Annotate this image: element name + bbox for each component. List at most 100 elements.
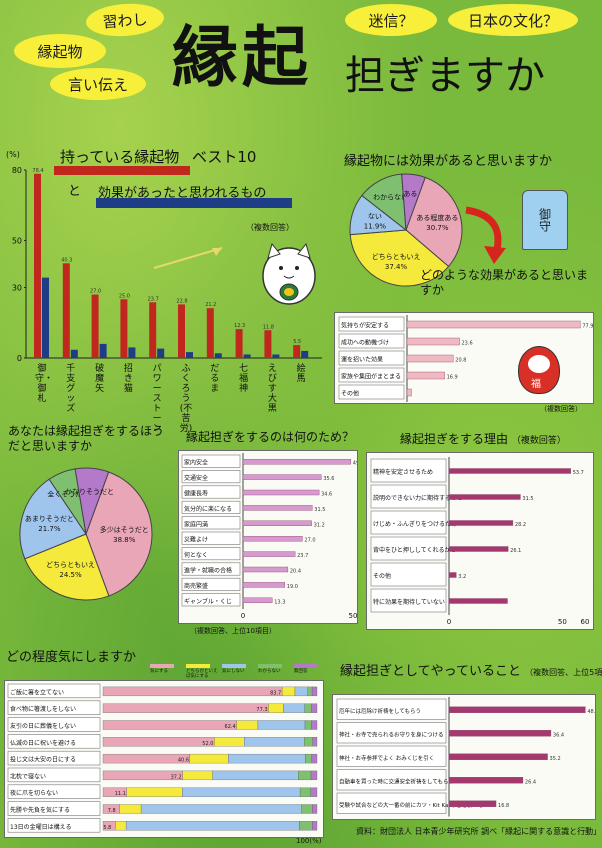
chart3-value-label: 23.6 — [462, 341, 473, 347]
daruma-label: 福 — [531, 379, 541, 390]
chart8-bar — [448, 800, 497, 807]
chart1-value-label: 23.7 — [148, 296, 159, 302]
chart1-subtitle: 効果があったと思われるもの — [98, 186, 267, 201]
chart5-value-label: 13.3 — [274, 599, 285, 605]
chart5-bar — [242, 505, 313, 511]
chart4-svg: 多少はそうだと 38.8% どちらともいえ 24.5% あまりそうだと 21.7% 全くそう… — [19, 467, 153, 601]
chart5-label-box — [181, 470, 241, 484]
chart5-label-box — [181, 593, 241, 607]
chart8-bar — [448, 706, 586, 713]
chart6-bar — [448, 598, 508, 604]
chart1-category-label: えびす大黒 — [267, 364, 277, 414]
chart3-note: （複数回答） — [540, 405, 582, 413]
source-footer: 資料：財団法人 日本青少年研究所 調べ「縁起に関する意識と行動」 — [356, 827, 602, 836]
chart5-bar — [242, 489, 320, 496]
chart5-category-label: ギャンブル・くじ — [184, 597, 232, 605]
chart7-segment — [257, 720, 306, 730]
chart7-legend-item: 気にしない — [222, 664, 257, 674]
chart5-label-box — [181, 562, 241, 576]
chart1-bar — [42, 277, 49, 358]
chart1-y-tick-label: 30 — [12, 284, 22, 293]
chart5-category-label: 家庭円満 — [184, 520, 208, 528]
chart7-value-label: 77.3 — [256, 707, 267, 713]
chart1-note: （複数回答） — [246, 223, 294, 232]
chart1-bar — [128, 347, 136, 358]
chart6-category-label: 精神を安定させるため — [373, 468, 433, 476]
chart6-bar — [448, 546, 509, 552]
chart7-category-label: 投じ文は大安の日にする — [10, 756, 76, 764]
chart8-note: （複数回答、上位5項目） — [525, 668, 602, 677]
chart7-category-label: 北枕で寝ない — [10, 772, 46, 780]
chart8-bar — [448, 730, 552, 737]
chart7-title: どの程度気にしますか — [6, 650, 137, 665]
chart7-segment — [119, 804, 142, 814]
chart1-bar — [235, 329, 243, 358]
chart8-bar — [448, 777, 524, 784]
chart7-category-label: 食べ物に箸渡しをしない — [10, 705, 76, 713]
chart8-title-main: 縁起担ぎとしてやっていること — [340, 664, 521, 679]
omamori-charm: 御守 — [522, 190, 568, 250]
chart5-label-box — [181, 454, 241, 468]
chart6-title-main: 縁起担ぎをする理由 — [400, 432, 509, 446]
chart4-slice — [19, 478, 87, 560]
hamaya-arrow-illustration — [153, 247, 223, 269]
chart6-value-label: 26.1 — [510, 548, 521, 554]
chart7-label-box — [7, 700, 101, 715]
tag-meishin: 迷信？ — [345, 4, 437, 36]
tag-naraiwashi: 習わし — [84, 1, 166, 39]
chart2-slice-label: わからない — [373, 193, 408, 201]
chart1-value-label: 22.8 — [176, 298, 187, 304]
chart7-category-label: 仏滅の日に祝いを避ける — [10, 739, 76, 747]
chart1-value-label: 27.0 — [90, 289, 101, 295]
chart7-svg: ご飯に箸を立てない 83.7 食べ物に箸渡しをしない 77.3 友引の日に葬儀をしない 6… — [7, 683, 318, 833]
chart7-segment — [212, 770, 299, 781]
chart1-and: と — [68, 184, 82, 199]
chart8-value-label: 16.8 — [498, 803, 509, 809]
tag-engimono: 縁起物 — [14, 34, 106, 68]
chart1-svg: 80 50 30 0 78.4 40.3 27.0 25.0 23.7 22.8 21.2 12.3 1… — [12, 166, 322, 363]
chart4-slice-label: 全くそうだと思 — [47, 489, 96, 498]
chart6-bar — [448, 468, 571, 474]
chart6-value-label: 53.7 — [573, 470, 584, 476]
chart7-category-label: 友引の日に葬儀をしない — [10, 722, 76, 730]
chart7-label-box — [7, 683, 101, 699]
chart1-category-label: 招き猫 — [123, 364, 133, 394]
chart1-category-label: パワーストーン — [152, 364, 162, 434]
chart5-label-box — [181, 531, 241, 545]
chart7-value-label: 83.7 — [270, 690, 281, 696]
chart8-label-box — [336, 698, 447, 720]
chart2-title: 縁起物には効果があると思いますか — [344, 154, 553, 169]
chart6-value-label: 3.2 — [458, 574, 466, 580]
chart1-bar — [62, 263, 70, 358]
chart1-bar — [70, 349, 78, 358]
chart7-segment — [126, 787, 183, 797]
chart3-label-box — [338, 333, 405, 349]
chart1-category-label: 絵馬 — [296, 364, 306, 384]
chart7-category-label: 先勝や先負を気にする — [10, 806, 70, 814]
chart7-segment — [102, 753, 191, 764]
chart3-value-label: 77.9 — [582, 324, 593, 330]
chart1-category-label: 千支グッズ — [66, 364, 76, 414]
tag-iitsutae: 言い伝え — [50, 68, 146, 100]
chart7-category-label: ご飯に箸を立てない — [10, 688, 64, 696]
chart6-bar — [448, 494, 521, 500]
poster-subtitle: 担ぎますか — [345, 53, 545, 99]
chart5-x-tick-label: 0 — [241, 612, 245, 620]
chart7-segment — [294, 686, 308, 697]
chart6-category-label: その他 — [373, 572, 391, 580]
chart5-bar — [242, 535, 303, 542]
chart3-label-box — [338, 316, 405, 332]
chart6-bar — [448, 520, 514, 526]
chart1-bar — [214, 353, 222, 358]
chart2-slice-label: ない — [368, 213, 382, 221]
chart8-category-label: 厄年には厄除け祈祷をしてもらう — [339, 707, 421, 715]
daruma-face — [528, 355, 550, 373]
chart3-value-label: 20.8 — [455, 358, 466, 364]
chart7-legend-swatch — [150, 664, 174, 668]
chart5-category-label: 進学・就職の合格 — [184, 567, 232, 575]
chart5-label-box — [181, 500, 241, 514]
chart6-label-box — [370, 510, 447, 535]
chart5-bar — [242, 458, 352, 465]
chart7-segment — [310, 770, 318, 781]
